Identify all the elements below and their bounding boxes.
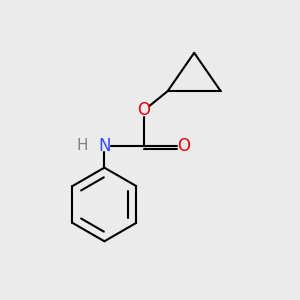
Text: O: O: [138, 101, 151, 119]
Text: H: H: [76, 138, 88, 153]
Text: N: N: [98, 136, 111, 154]
Text: O: O: [177, 136, 190, 154]
